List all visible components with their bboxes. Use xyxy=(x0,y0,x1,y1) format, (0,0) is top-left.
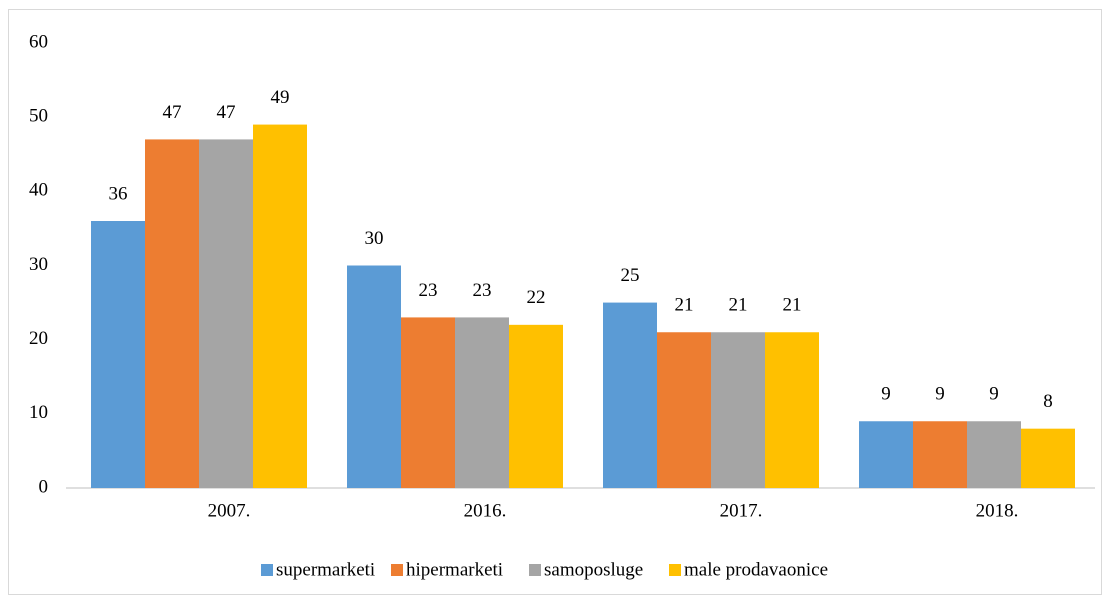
bar xyxy=(199,139,253,488)
bar xyxy=(401,317,455,488)
bar xyxy=(657,332,711,488)
bar xyxy=(145,139,199,488)
data-label: 9 xyxy=(989,384,999,405)
x-tick-label: 2017. xyxy=(720,500,763,521)
data-label: 21 xyxy=(675,295,694,316)
bar xyxy=(91,221,145,488)
data-label: 23 xyxy=(473,280,492,301)
bar xyxy=(1021,428,1075,488)
data-label: 22 xyxy=(527,287,546,308)
x-tick-label: 2007. xyxy=(208,500,251,521)
y-tick-label: 50 xyxy=(29,106,48,127)
y-tick-label: 30 xyxy=(29,254,48,275)
legend-label: supermarketi xyxy=(276,559,375,580)
data-label: 8 xyxy=(1043,391,1053,412)
y-tick-label: 60 xyxy=(29,31,48,52)
data-label: 47 xyxy=(163,102,182,123)
bar xyxy=(603,302,657,488)
data-label: 23 xyxy=(419,280,438,301)
legend-label: male prodavaonice xyxy=(684,559,828,580)
data-label: 21 xyxy=(729,295,748,316)
data-label: 9 xyxy=(881,384,891,405)
data-label: 47 xyxy=(217,102,236,123)
y-tick-label: 20 xyxy=(29,328,48,349)
data-label: 25 xyxy=(621,265,640,286)
data-label: 30 xyxy=(365,228,384,249)
legend-label: hipermarketi xyxy=(406,559,503,580)
legend-label: samoposluge xyxy=(544,559,643,580)
bar xyxy=(347,265,401,488)
x-tick-label: 2016. xyxy=(464,500,507,521)
bar xyxy=(711,332,765,488)
legend-swatch xyxy=(529,564,541,576)
bar xyxy=(967,421,1021,488)
y-tick-label: 10 xyxy=(29,402,48,423)
bar xyxy=(509,324,563,488)
data-label: 21 xyxy=(783,295,802,316)
bar xyxy=(765,332,819,488)
data-label: 49 xyxy=(271,87,290,108)
y-tick-label: 40 xyxy=(29,180,48,201)
data-label: 36 xyxy=(109,183,128,204)
legend-swatch xyxy=(261,564,273,576)
data-label: 9 xyxy=(935,384,945,405)
bar xyxy=(253,124,307,488)
x-tick-label: 2018. xyxy=(976,500,1019,521)
bar xyxy=(859,421,913,488)
legend-swatch xyxy=(669,564,681,576)
legend-swatch xyxy=(391,564,403,576)
bar xyxy=(455,317,509,488)
y-tick-label: 0 xyxy=(39,476,49,497)
bar xyxy=(913,421,967,488)
